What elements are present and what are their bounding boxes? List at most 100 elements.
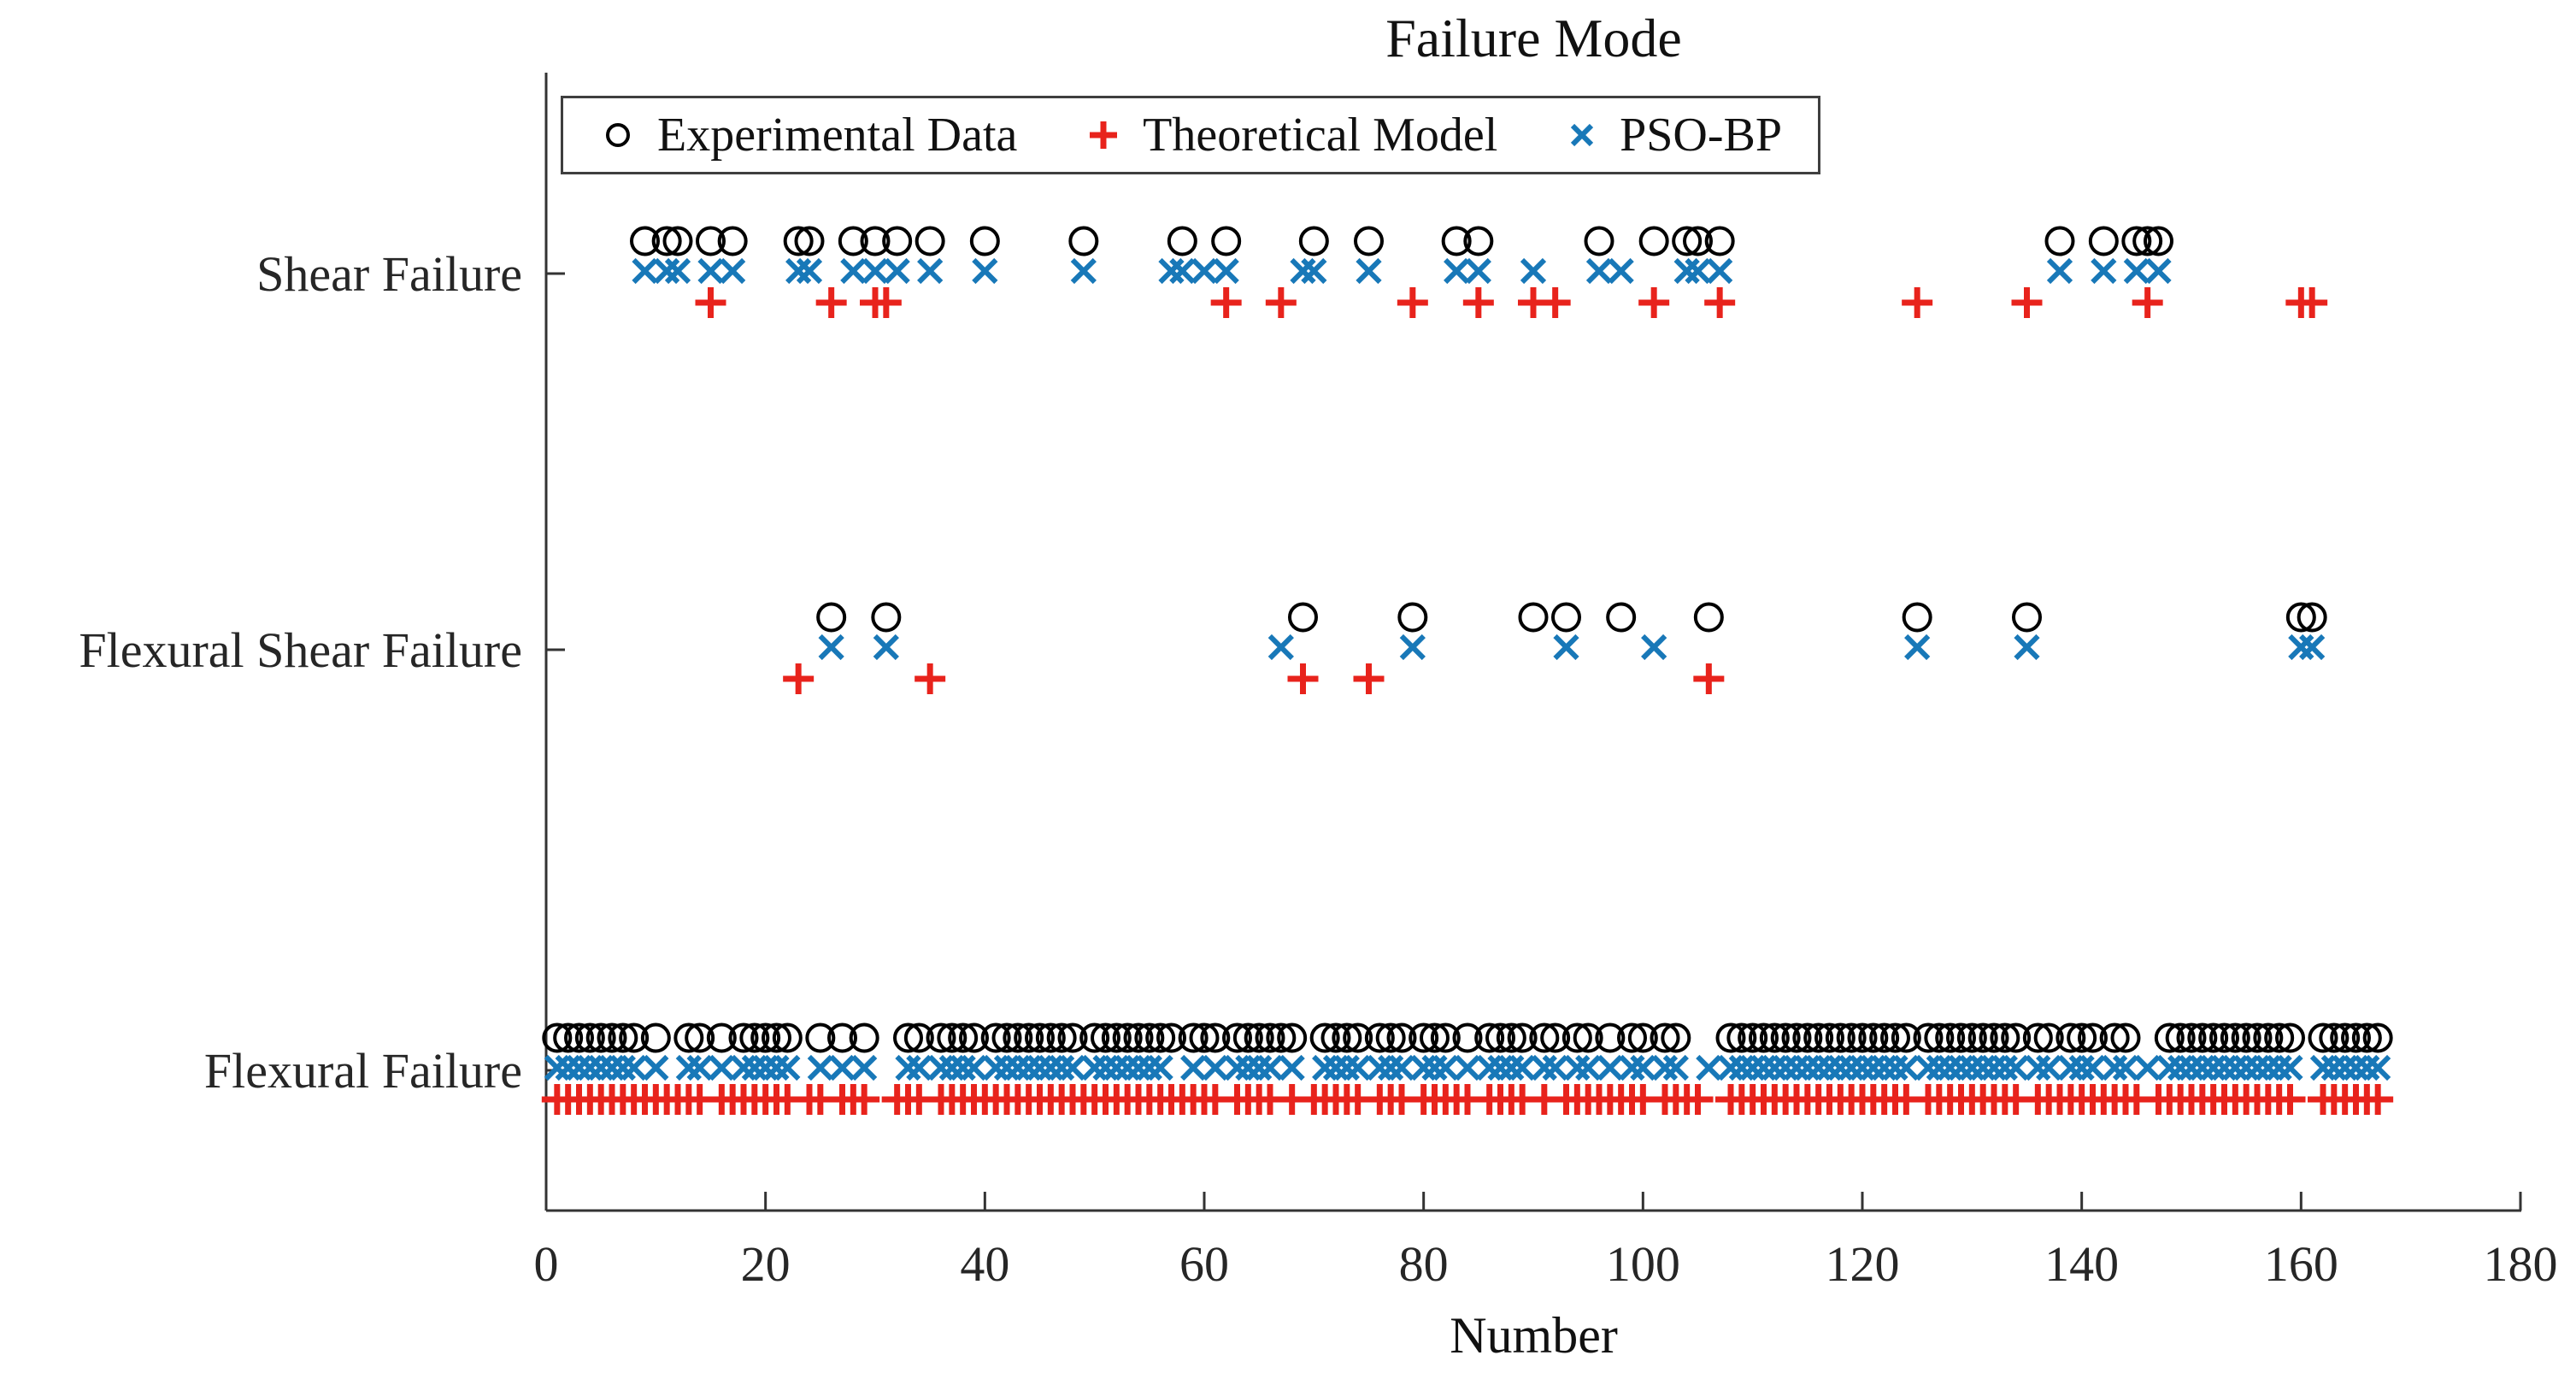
pso-marker xyxy=(2200,1054,2226,1081)
legend-label-psobp: PSO-BP xyxy=(1620,109,1782,162)
circle-marker-icon xyxy=(606,123,630,147)
pso-marker xyxy=(2003,1054,2029,1081)
exp-marker xyxy=(2341,1022,2371,1053)
pso-marker xyxy=(2233,1054,2260,1081)
exp-marker xyxy=(1167,226,1197,256)
exp-marker xyxy=(1123,1022,1154,1053)
exp-marker xyxy=(2176,1022,2207,1053)
exp-marker xyxy=(1101,1022,1132,1053)
pso-marker xyxy=(1487,1054,1514,1081)
pso-marker xyxy=(1882,1054,1908,1081)
exp-marker xyxy=(1222,1022,1252,1053)
pso-marker xyxy=(1367,1054,1393,1081)
exp-marker xyxy=(2144,226,2173,256)
pso-marker xyxy=(1696,1054,1722,1081)
pso-marker xyxy=(1773,1054,1799,1081)
pso-marker xyxy=(2025,1054,2051,1081)
pso-marker xyxy=(1312,1054,1338,1081)
pso-marker xyxy=(620,1054,647,1081)
exp-marker xyxy=(1781,1022,1812,1053)
pso-marker xyxy=(1980,1054,2008,1081)
pso-marker xyxy=(2354,1054,2380,1081)
pso-marker xyxy=(1004,1054,1031,1081)
pso-marker xyxy=(1125,1054,1152,1081)
pso-marker xyxy=(1279,1054,1305,1081)
exp-marker xyxy=(871,602,902,633)
exp-marker xyxy=(1452,1022,1483,1053)
pso-marker xyxy=(873,633,899,661)
pso-marker xyxy=(1202,1054,1228,1081)
exp-marker xyxy=(2110,1022,2141,1053)
pso-marker xyxy=(1970,1054,1997,1081)
exp-marker xyxy=(1683,226,1713,256)
pso-marker xyxy=(1991,1054,2018,1081)
exp-marker xyxy=(2132,226,2163,256)
pso-marker xyxy=(1838,1054,1865,1081)
exp-marker xyxy=(1156,1022,1186,1053)
chart-title: Failure Mode xyxy=(1385,8,1682,68)
pso-marker xyxy=(983,1054,1009,1081)
pso-marker xyxy=(1038,1054,1064,1081)
pso-marker xyxy=(1158,257,1185,285)
pso-marker xyxy=(1454,1054,1481,1081)
pso-marker xyxy=(2244,1054,2271,1081)
exp-marker xyxy=(1902,602,1932,633)
pso-marker xyxy=(1685,257,1711,285)
pso-marker xyxy=(2156,1054,2183,1081)
exp-marker xyxy=(1726,1022,1757,1053)
pso-marker xyxy=(1608,257,1634,285)
pso-marker xyxy=(1937,1054,1963,1081)
exp-marker xyxy=(1967,1022,1998,1053)
pso-marker xyxy=(1191,257,1218,285)
exp-marker xyxy=(651,226,682,256)
exp-marker xyxy=(1364,1022,1395,1053)
exp-marker xyxy=(1617,1022,1647,1053)
exp-marker xyxy=(1924,1022,1955,1053)
exp-marker xyxy=(772,1022,803,1053)
pso-marker xyxy=(1959,1054,1985,1081)
exp-marker xyxy=(1704,226,1735,256)
exp-marker xyxy=(1397,602,1428,633)
theo-marker xyxy=(1704,287,1736,318)
pso-marker xyxy=(1553,633,1579,661)
exp-marker xyxy=(608,1022,638,1053)
pso-marker xyxy=(1322,1054,1350,1081)
exp-marker xyxy=(1244,1022,1274,1053)
pso-marker xyxy=(1783,1054,1810,1081)
exp-marker xyxy=(1046,1022,1077,1053)
exp-marker xyxy=(2099,1022,2130,1053)
exp-marker xyxy=(1485,1022,1515,1053)
exp-marker xyxy=(2001,1022,2032,1053)
theo-marker xyxy=(870,287,902,318)
pso-marker xyxy=(1070,257,1097,285)
pso-marker xyxy=(654,257,680,285)
exp-marker xyxy=(1386,1022,1417,1053)
exp-marker xyxy=(1178,1022,1209,1053)
exp-marker xyxy=(2351,1022,2382,1053)
exp-marker xyxy=(2165,1022,2196,1053)
x-tick-label: 20 xyxy=(741,1236,791,1292)
pso-marker xyxy=(1235,1054,1262,1081)
pso-marker xyxy=(2167,1054,2194,1081)
pso-marker xyxy=(1169,257,1196,285)
pso-marker xyxy=(1421,1054,1448,1081)
exp-marker xyxy=(783,226,814,256)
exp-marker xyxy=(1979,1022,2009,1053)
exp-marker xyxy=(2088,226,2119,256)
pso-marker xyxy=(961,1054,987,1081)
exp-marker xyxy=(1518,602,1549,633)
exp-marker xyxy=(1112,1022,1143,1053)
pso-marker xyxy=(2309,1054,2337,1081)
exp-marker xyxy=(1211,226,1242,256)
exp-marker xyxy=(1672,226,1703,256)
exp-marker xyxy=(1420,1022,1450,1053)
theo-marker xyxy=(2274,1084,2306,1115)
theo-marker xyxy=(783,663,815,694)
exp-marker xyxy=(1595,1022,1626,1053)
pso-marker xyxy=(1356,257,1382,285)
pso-marker xyxy=(709,1054,735,1081)
exp-marker xyxy=(1507,1022,1538,1053)
theo-marker xyxy=(1682,1084,1714,1115)
exp-marker xyxy=(1836,1022,1867,1053)
exp-marker xyxy=(1891,1022,1921,1053)
